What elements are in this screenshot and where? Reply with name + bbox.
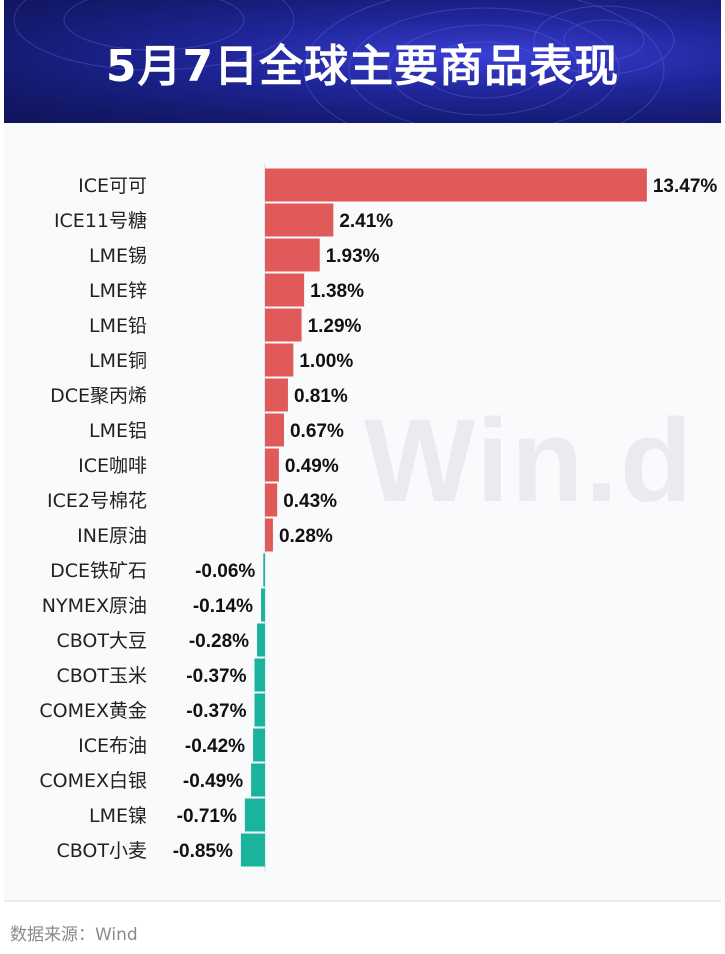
category-label: COMEX黄金 (39, 700, 147, 722)
value-label: 1.93% (326, 246, 380, 267)
category-label: CBOT小麦 (56, 840, 147, 862)
bar-positive (265, 203, 334, 237)
bar-positive (265, 343, 294, 377)
bar-positive (265, 238, 320, 272)
value-label: 0.43% (283, 491, 337, 512)
category-label: CBOT大豆 (56, 630, 147, 652)
bar-negative (240, 833, 265, 867)
bar-negative (251, 763, 265, 797)
bar-negative (253, 728, 265, 762)
bar-positive (265, 413, 284, 447)
bar-negative (244, 798, 265, 832)
contour-decoration (13, 0, 675, 123)
category-label: ICE布油 (78, 735, 147, 757)
value-label: 0.49% (285, 456, 339, 477)
bar-negative (261, 588, 265, 622)
category-label: NYMEX原油 (42, 595, 147, 617)
category-label: ICE咖啡 (78, 455, 147, 477)
category-label: LME铝 (89, 420, 147, 442)
value-label: -0.37% (186, 666, 246, 687)
header-banner: 5月7日全球主要商品表现 (4, 0, 721, 123)
bar-positive (265, 273, 305, 307)
category-label: LME锌 (89, 280, 147, 302)
value-label: 0.28% (279, 526, 333, 547)
value-label: -0.85% (173, 841, 233, 862)
value-label: -0.37% (186, 701, 246, 722)
value-label: 1.00% (299, 351, 353, 372)
value-label: -0.14% (193, 596, 253, 617)
bar-positive (265, 378, 288, 412)
bar-positive (265, 448, 279, 482)
value-label: 2.41% (339, 211, 393, 232)
bar-positive (265, 483, 278, 517)
value-label: -0.06% (195, 561, 255, 582)
value-label: 0.81% (294, 386, 348, 407)
bar-negative (263, 553, 265, 587)
value-label: -0.49% (183, 771, 243, 792)
category-label: CBOT玉米 (56, 665, 147, 687)
category-label: LME镍 (89, 805, 147, 827)
value-label: -0.28% (189, 631, 249, 652)
category-label: ICE2号棉花 (47, 490, 147, 512)
category-label: COMEX白银 (39, 770, 147, 792)
bar-positive (265, 518, 273, 552)
value-label: 1.29% (308, 316, 362, 337)
value-label: 0.67% (290, 421, 344, 442)
category-label: DCE铁矿石 (50, 560, 147, 582)
bar-negative (254, 693, 265, 727)
bar-positive (265, 168, 647, 202)
category-label: DCE聚丙烯 (50, 385, 147, 407)
category-label: LME锡 (89, 245, 147, 267)
value-label: 13.47% (653, 176, 718, 197)
watermark: Win.d (364, 395, 695, 527)
bar-negative (257, 623, 265, 657)
category-label: LME铅 (89, 315, 147, 337)
bar-chart: ICE可可 13.47% ICE11号糖 2.41% LME锡 1.93% LME锌 1.38… (39, 163, 718, 872)
category-label: LME铜 (89, 350, 147, 372)
page-title: 5月7日全球主要商品表现 (105, 40, 620, 92)
category-label: ICE可可 (78, 175, 147, 197)
category-label: ICE11号糖 (54, 210, 147, 232)
category-label: INE原油 (77, 525, 147, 547)
value-label: -0.42% (185, 736, 245, 757)
value-label: -0.71% (177, 806, 237, 827)
bar-negative (254, 658, 265, 692)
bar-positive (265, 308, 302, 342)
value-label: 1.38% (310, 281, 364, 302)
chart-panel: Win.d ICE可可 13.47% ICE11号糖 2.41% LME锡 1.93% LM… (4, 123, 721, 902)
data-source: 数据来源：Wind (10, 925, 138, 945)
